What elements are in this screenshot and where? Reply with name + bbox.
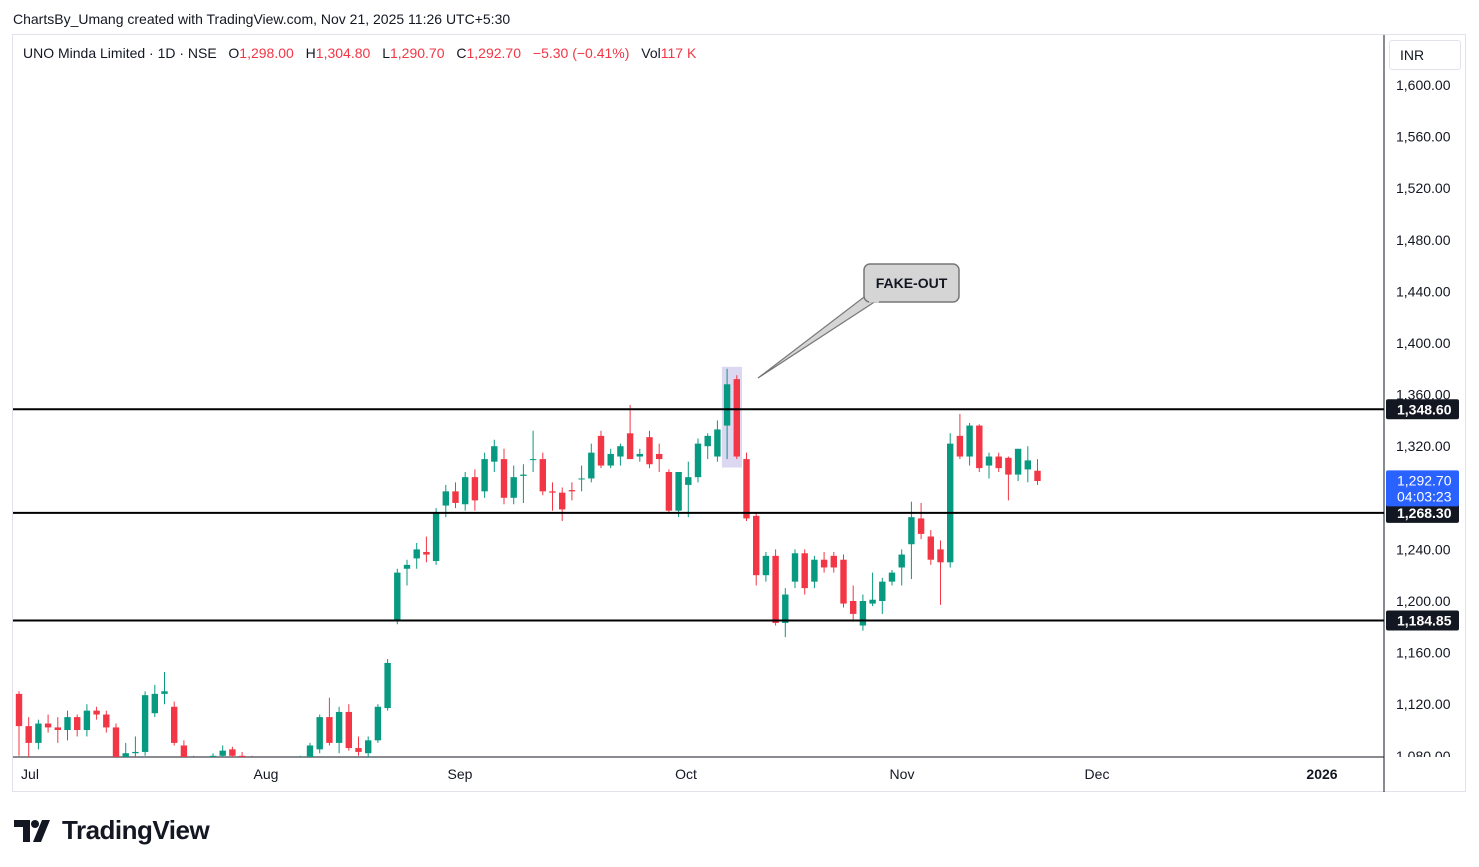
high-value: 1,304.80 [315, 45, 371, 61]
chart-frame [12, 34, 1466, 792]
change-value: −5.30 (−0.41%) [532, 45, 630, 61]
high-label: H [305, 45, 316, 61]
volume-value: 117 K [660, 45, 697, 61]
ohlc-legend: UNO Minda Limited · 1D · NSE O1,298.00 H… [23, 45, 704, 61]
low-value: 1,290.70 [389, 45, 445, 61]
currency-selector[interactable]: INR [1389, 40, 1461, 70]
close-value: 1,292.70 [466, 45, 522, 61]
low-label: L [382, 45, 390, 61]
open-value: 1,298.00 [239, 45, 294, 61]
chart-caption: ChartsBy_Umang created with TradingView.… [13, 11, 511, 27]
tradingview-logo-icon [14, 819, 50, 842]
brand-name: TradingView [62, 815, 210, 845]
symbol-label[interactable]: UNO Minda Limited · 1D · NSE [23, 45, 217, 61]
open-label: O [228, 45, 240, 61]
brand-logo[interactable]: TradingView [14, 815, 210, 846]
volume-label: Vol [641, 45, 661, 61]
close-label: C [456, 45, 467, 61]
